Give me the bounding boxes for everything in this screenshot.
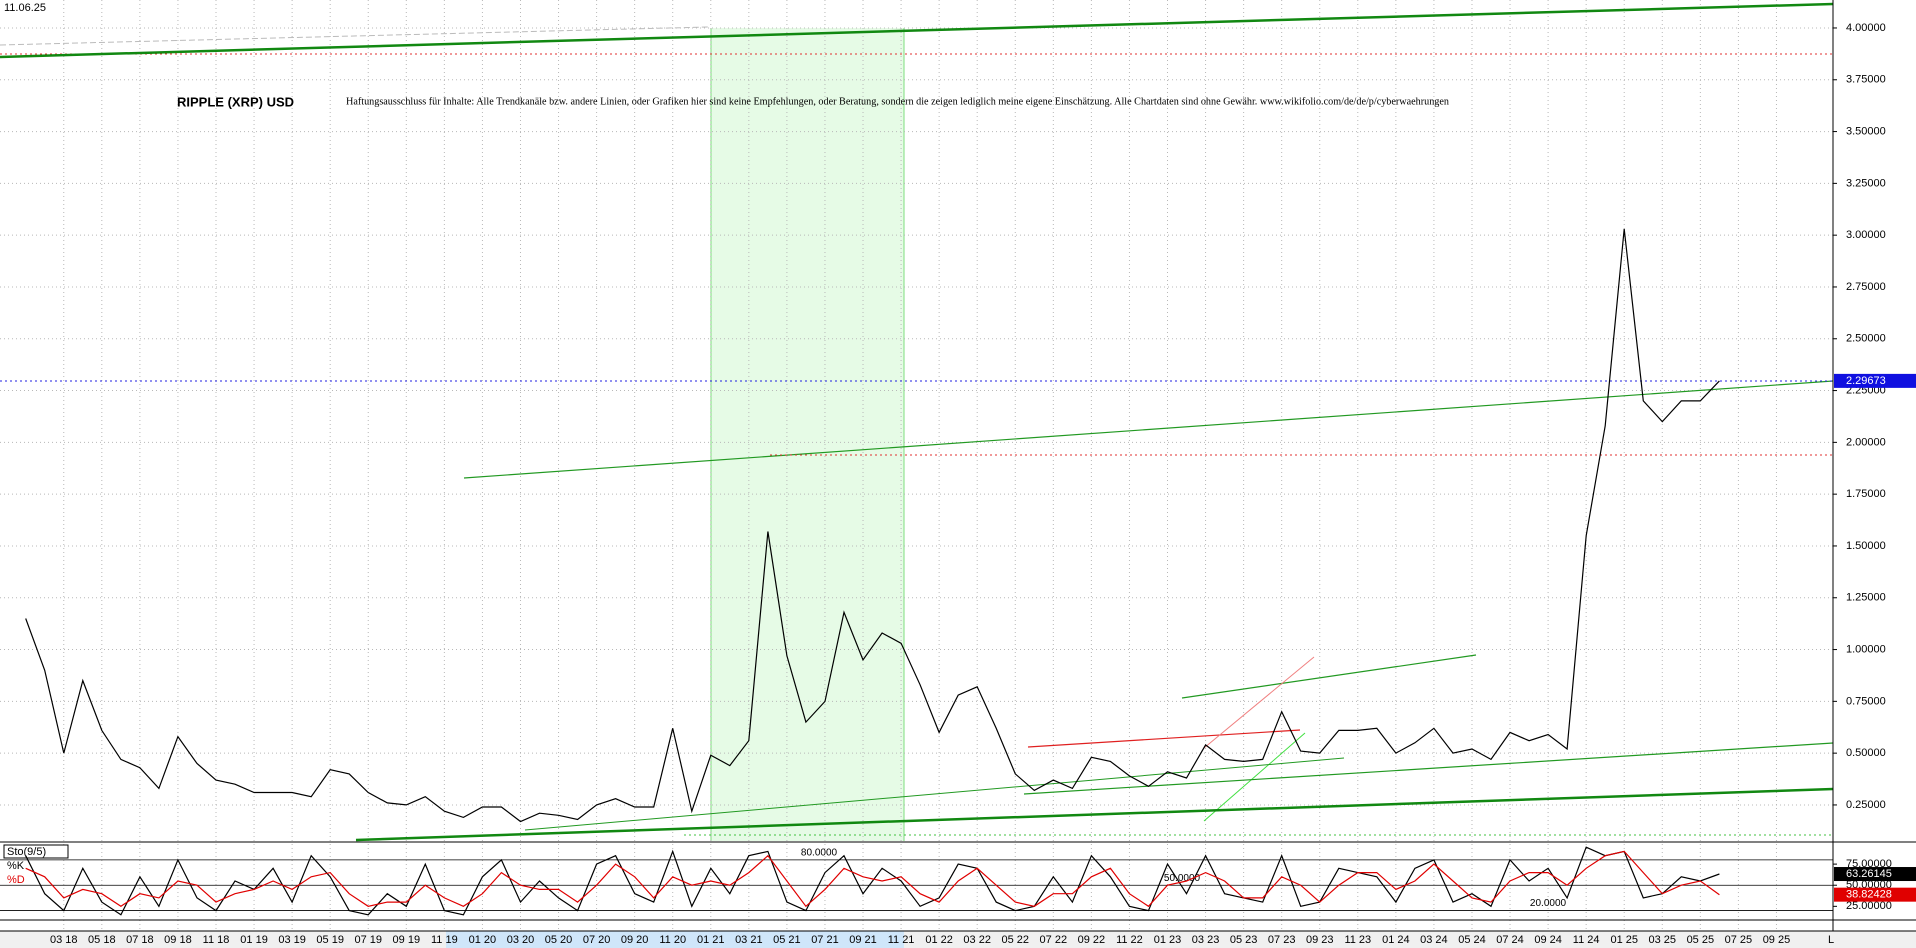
x-tick-label: 09 19 [393, 934, 421, 946]
data-line [25, 228, 1720, 823]
x-tick-label: 03 19 [278, 934, 306, 946]
x-tick-label: 07 19 [354, 934, 382, 946]
x-tick-label: 07 22 [1040, 934, 1068, 946]
x-tick-label: 03 23 [1192, 934, 1220, 946]
level-label: 80.0000 [801, 848, 838, 859]
y-tick-label: 1.00000 [1846, 643, 1886, 655]
y-tick-label: 1.25000 [1846, 592, 1886, 604]
legend-entry: %D [7, 874, 25, 886]
x-tick-label: 09 20 [621, 934, 649, 946]
x-tick-label: 03 18 [50, 934, 78, 946]
trend-lines [0, 2, 1834, 842]
x-tick-label: 09 18 [164, 934, 192, 946]
x-tick-label: 05 21 [773, 934, 801, 946]
trend-line [1203, 732, 1306, 822]
x-tick-label: 11 21 [888, 934, 915, 946]
x-tick-label: 11 23 [1344, 934, 1371, 946]
x-tick-label: 03 25 [1649, 934, 1677, 946]
x-tick-label: 03 21 [735, 934, 763, 946]
x-tick-label: 07 20 [583, 934, 611, 946]
disclaimer: Haftungsausschluss für Inhalte: Alle Tre… [346, 96, 1449, 107]
x-tick-label: 09 22 [1078, 934, 1106, 946]
x-tick-label: 07 25 [1725, 934, 1753, 946]
x-tick-label: 01 21 [697, 934, 725, 946]
trend-line [355, 787, 1834, 842]
x-tick-label: 01 25 [1610, 934, 1638, 946]
y-tick-label: 1.50000 [1846, 540, 1886, 552]
y-tick-label: 3.50000 [1846, 125, 1886, 137]
trend-line [1023, 742, 1834, 795]
y-tick-label: 4.00000 [1846, 22, 1886, 34]
chart-title: RIPPLE (XRP) USD [177, 94, 294, 109]
x-tick-label: 01 24 [1382, 934, 1410, 946]
value-tag: 63.26145 [1846, 868, 1892, 880]
x-tick-label: 11 24 [1573, 934, 1600, 946]
value-tag: 38.82428 [1846, 889, 1892, 901]
level-label: 50.0000 [1164, 873, 1201, 884]
x-axis-highlight [446, 931, 904, 948]
x-tick-label: 03 24 [1420, 934, 1448, 946]
level-label: 20.0000 [1530, 898, 1567, 909]
x-tick-label: 09 24 [1534, 934, 1562, 946]
x-tick-label: 07 21 [811, 934, 839, 946]
x-tick-label: 01 22 [925, 934, 953, 946]
value-tag-box [1834, 373, 1916, 388]
grid [0, 0, 1833, 931]
x-tick-label: 05 19 [316, 934, 344, 946]
trend-line [1181, 654, 1477, 699]
x-tick-label: 05 23 [1230, 934, 1258, 946]
x-tick-label: 09 23 [1306, 934, 1334, 946]
trend-line [1203, 656, 1315, 749]
y-tick-label: 0.50000 [1846, 747, 1886, 759]
corner-label: L [1828, 934, 1834, 946]
date-label: 11.06.25 [4, 2, 46, 14]
trend-line [524, 757, 1345, 831]
x-tick-label: 07 24 [1496, 934, 1524, 946]
legend-entry: %K [7, 860, 25, 872]
x-tick-label: 01 20 [469, 934, 497, 946]
x-tick-label: 11 19 [431, 934, 458, 946]
x-tick-label: 09 25 [1763, 934, 1791, 946]
y-tick-label: 3.75000 [1846, 74, 1886, 86]
trend-line [1027, 729, 1301, 748]
x-tick-label: 05 18 [88, 934, 116, 946]
data-line [25, 846, 1720, 916]
y-tick-label: 1.75000 [1846, 488, 1886, 500]
x-tick-label: 07 23 [1268, 934, 1296, 946]
y-tick-label: 3.00000 [1846, 229, 1886, 241]
x-tick-label: 03 20 [507, 934, 535, 946]
value-tag: 2.29673 [1846, 375, 1886, 387]
x-tick-label: 09 21 [849, 934, 877, 946]
trend-line [463, 380, 1834, 479]
x-tick-label: 05 24 [1458, 934, 1486, 946]
x-tick-label: 05 20 [545, 934, 573, 946]
y-tick-label: 2.00000 [1846, 436, 1886, 448]
y-tick-label: 2.75000 [1846, 281, 1886, 293]
highlight-zone [711, 28, 904, 841]
value-tag-box [1834, 887, 1916, 902]
y-tick-label: 0.25000 [1846, 799, 1886, 811]
data-line [25, 850, 1720, 908]
x-tick-label: 05 25 [1687, 934, 1715, 946]
x-tick-label: 01 19 [240, 934, 268, 946]
y-tick-label: 25.00000 [1846, 900, 1892, 912]
y-tick-label: 0.75000 [1846, 695, 1886, 707]
x-tick-label: 01 23 [1154, 934, 1182, 946]
y-tick-label: 2.50000 [1846, 333, 1886, 345]
trend-line [0, 26, 709, 46]
trend-line [0, 2, 1834, 59]
indicator-title: Sto(9/5) [7, 846, 46, 858]
x-tick-label: 07 18 [126, 934, 154, 946]
x-tick-label: 11 22 [1116, 934, 1143, 946]
x-tick-label: 03 22 [963, 934, 991, 946]
x-tick-label: 11 20 [659, 934, 686, 946]
indicator-box [3, 844, 69, 859]
x-tick-label: 11 18 [203, 934, 230, 946]
value-tag-box [1834, 867, 1916, 882]
y-tick-label: 75.00000 [1846, 858, 1892, 870]
y-tick-label: 3.25000 [1846, 177, 1886, 189]
x-tick-label: 05 22 [1001, 934, 1029, 946]
